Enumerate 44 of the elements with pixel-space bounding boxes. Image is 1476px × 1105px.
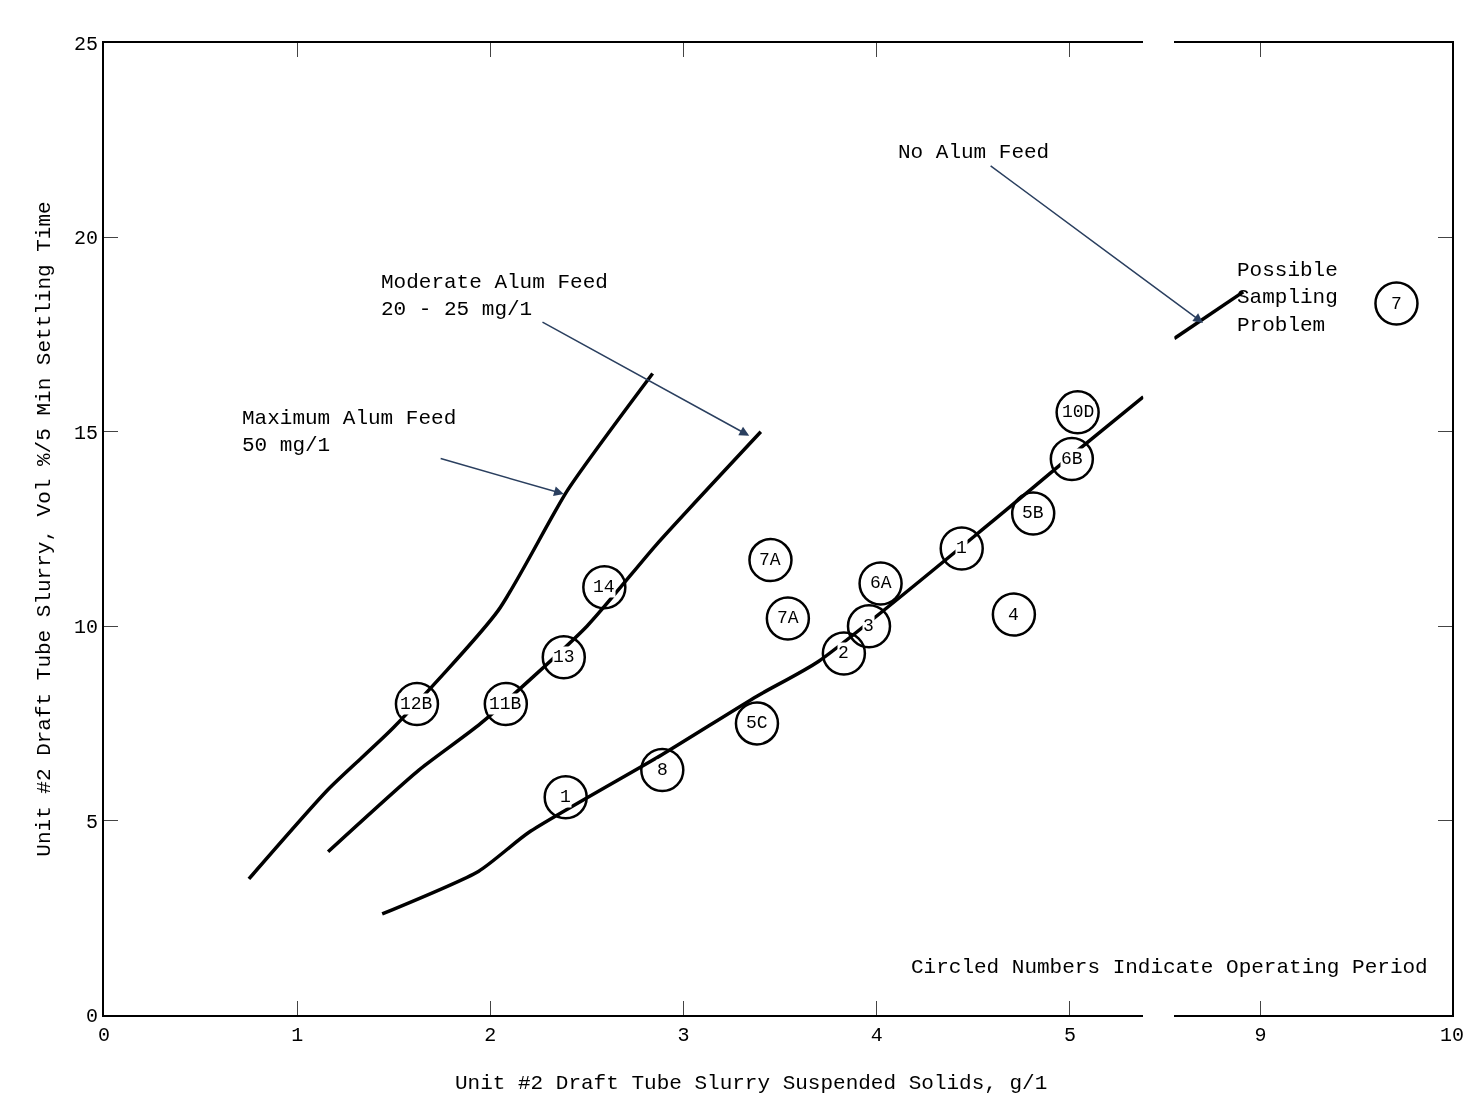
annotation: 7A — [777, 608, 799, 628]
annotation: No Alum Feed — [898, 141, 1050, 164]
y-axis-title: Unit #2 Draft Tube Slurry, Vol %/5 Min Settling Time — [32, 201, 56, 857]
annotation: 5B — [1022, 503, 1044, 523]
annotation: 6A — [870, 573, 892, 593]
annotation: 11B — [489, 694, 522, 714]
annotation: 10D — [1062, 402, 1095, 422]
x-tick-label: 5 — [1063, 1024, 1076, 1047]
x-tick-label: 9 — [1254, 1024, 1267, 1047]
y-tick-label: 0 — [85, 1005, 98, 1028]
annotation: 6B — [1061, 449, 1083, 469]
annotation: 4 — [1008, 605, 1019, 625]
y-tick-label: 5 — [85, 810, 98, 834]
y-tick-label: 10 — [73, 616, 98, 640]
annotation: 3 — [863, 616, 874, 636]
annotation: 1 — [560, 787, 571, 807]
x-tick-label: 10 — [1439, 1024, 1465, 1047]
x-tick-label: 1 — [291, 1024, 304, 1047]
annotation: Maximum Alum Feed 50 mg/1 — [242, 407, 457, 458]
y-tick-label: 25 — [73, 33, 98, 56]
annotation: 13 — [553, 647, 575, 667]
x-tick-label: 4 — [870, 1024, 883, 1047]
annotation: 8 — [657, 760, 668, 780]
annotation: Moderate Alum Feed 20 - 25 mg/1 — [381, 271, 608, 322]
x-tick-label: 3 — [677, 1024, 690, 1047]
annotation: Possible Sampling Problem — [1237, 259, 1338, 337]
annotation: 7A — [759, 550, 781, 570]
x-tick-label: 2 — [484, 1024, 497, 1047]
annotation: 5C — [746, 713, 768, 733]
annotation: 7 — [1391, 294, 1402, 314]
y-tick-label: 15 — [73, 421, 98, 445]
annotation: 14 — [593, 577, 615, 597]
annotation: 12B — [400, 694, 433, 714]
x-axis-title: Unit #2 Draft Tube Slurry Suspended Solids, g/1 — [455, 1072, 1048, 1095]
point — [821, 631, 867, 676]
point — [991, 592, 1037, 637]
point — [846, 603, 892, 649]
point — [640, 747, 685, 793]
point — [939, 526, 984, 571]
annotation: Circled Numbers Indicate Operating Period — [911, 956, 1428, 979]
annotation: 2 — [838, 643, 849, 663]
y-tick-label: 20 — [73, 227, 98, 251]
annotation: 1 — [956, 538, 967, 558]
point — [543, 775, 588, 820]
